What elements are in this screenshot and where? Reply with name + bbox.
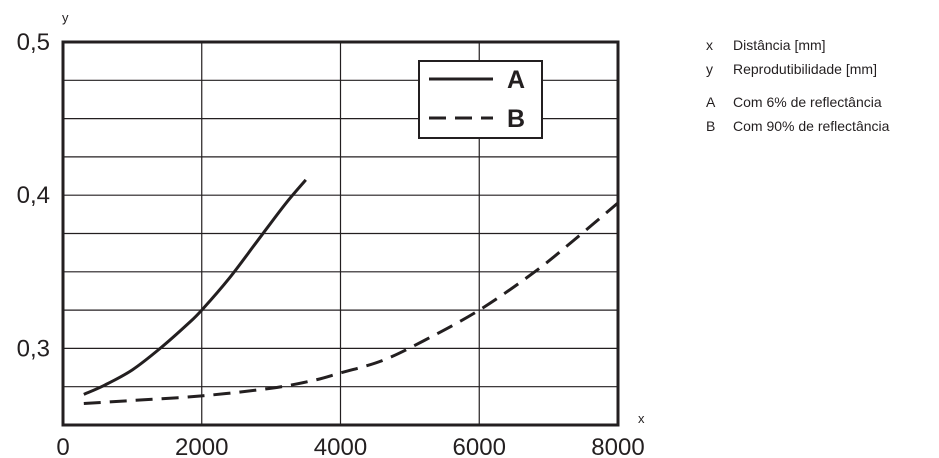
key-letter: A — [706, 94, 716, 110]
y-axis-label: y — [62, 10, 69, 25]
key-letter: y — [706, 61, 713, 77]
key-text: Com 90% de reflectância — [733, 118, 890, 134]
key-row-x: x Distância [mm] — [706, 33, 889, 57]
chart: 0 2000 4000 6000 8000 0,3 0,4 0,5 y x A B — [17, 10, 645, 458]
y-tick-label: 0,3 — [17, 335, 50, 362]
legend-box — [418, 60, 543, 139]
key-text: Com 6% de reflectância — [733, 94, 882, 110]
plot-frame — [61, 40, 620, 427]
key-panel: x Distância [mm] y Reprodutibilidade [mm… — [706, 33, 889, 138]
key-text: Reprodutibilidade [mm] — [733, 61, 877, 77]
x-axis-label: x — [638, 411, 645, 426]
key-letter: x — [706, 37, 713, 53]
key-text: Distância [mm] — [733, 37, 826, 53]
x-tick-label: 6000 — [453, 434, 506, 458]
key-spacer — [706, 81, 889, 90]
x-tick-label: 8000 — [591, 434, 644, 458]
tick-labels: 0 2000 4000 6000 8000 0,3 0,4 0,5 — [17, 29, 645, 458]
x-tick-label: 0 — [56, 434, 69, 458]
x-tick-label: 4000 — [314, 434, 367, 458]
legend-label-a: A — [507, 66, 525, 94]
key-row-b: B Com 90% de reflectância — [706, 114, 889, 138]
key-row-y: y Reprodutibilidade [mm] — [706, 57, 889, 81]
y-tick-label: 0,4 — [17, 182, 50, 209]
series-line-a — [83, 178, 307, 396]
series-layer — [83, 178, 619, 406]
key-row-a: A Com 6% de reflectância — [706, 90, 889, 114]
y-tick-label: 0,5 — [17, 29, 50, 56]
legend: A B — [418, 60, 543, 139]
legend-label-b: B — [507, 105, 525, 133]
x-tick-label: 2000 — [175, 434, 228, 458]
series-line-b — [83, 201, 619, 406]
key-letter: B — [706, 118, 716, 134]
